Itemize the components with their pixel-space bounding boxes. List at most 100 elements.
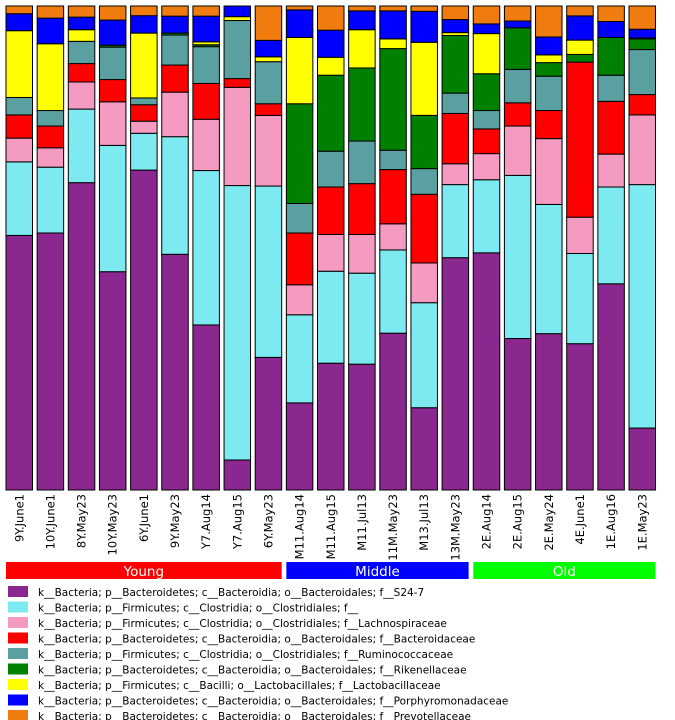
bar-segment-M11.Aug15-s3: [317, 186, 345, 235]
x-tick-label: 2E.Aug15: [511, 494, 525, 549]
bar-segment-6Y.May23-s3: [254, 103, 283, 116]
bar-segment-1E.May23-s8: [628, 5, 656, 30]
bar-segment-2E.May24-s2: [535, 138, 563, 205]
bar-segment-8Y.May23-s1: [67, 108, 96, 184]
x-tick-label: 10Y.June1: [43, 494, 57, 549]
bar-segment-2E.May24-s5: [535, 62, 563, 77]
bar-segment-1E.Aug16-s8: [597, 5, 625, 22]
bar-segment-13M.May23-s5: [441, 35, 470, 94]
bar-segment-10Y.June1-s0: [36, 232, 65, 491]
legend-swatch: [8, 679, 28, 690]
bar-segment-1E.Aug16-s2: [597, 153, 625, 188]
bar-segment-6Y.June1-s3: [130, 104, 158, 122]
bar-segment-2E.Aug15-s3: [503, 102, 532, 127]
x-tick-label: 1E.May23: [635, 494, 649, 551]
bar-segment-10Y.June1-s3: [36, 125, 65, 149]
bar-segment-9Y.May23-s4: [161, 34, 189, 66]
bar-segment-Y7.Aug14-s4: [192, 46, 220, 84]
bar-segment-10Y.June1-s4: [36, 110, 65, 127]
bar-segment-1E.Aug16-s7: [597, 20, 625, 38]
bar-segment-2E.Aug14-s1: [472, 179, 501, 254]
legend-entry-label: k__Bacteria; p__Bacteroidetes; c__Bacter…: [38, 587, 424, 599]
bar-segment-13M.May23-s2: [441, 163, 470, 186]
legend-entry-label: k__Bacteria; p__Firmicutes; c__Clostridi…: [38, 603, 359, 615]
bar-segment-1E.May23-s1: [628, 184, 656, 429]
bar-segment-M13.Jul13-s4: [410, 168, 438, 195]
bar-segment-10Y.June1-s7: [36, 17, 65, 45]
bar-segment-M13.Jul13-s7: [410, 10, 438, 43]
bar-segment-6Y.May23-s4: [254, 61, 283, 105]
bar-segment-2E.May24-s3: [535, 110, 563, 140]
bar-segment-6Y.June1-s0: [130, 169, 158, 491]
group-band-old: [473, 562, 656, 579]
bar-segment-M11.Aug14-s8: [285, 5, 314, 11]
bar-segment-4E.June1-s7: [566, 15, 594, 41]
x-tick-label: 8Y.May23: [75, 494, 89, 548]
bar-segment-M11.Aug14-s5: [285, 103, 314, 204]
bar-segment-Y7.Aug15-s7: [223, 5, 252, 18]
bar-segment-13M.May23-s3: [441, 112, 470, 165]
legend-swatch: [8, 663, 28, 675]
bar-segment-Y7.Aug14-s1: [192, 170, 220, 326]
legend-swatch: [8, 617, 28, 628]
bar-segment-9Y.June1-s0: [5, 234, 33, 491]
legend-entry-label: k__Bacteria; p__Firmicutes; c__Bacilli; …: [38, 680, 441, 692]
bar-segment-10Y.May23-s4: [98, 46, 127, 81]
bar-segment-6Y.June1-s7: [130, 15, 158, 34]
group-label-middle: Middle: [355, 564, 400, 580]
bar-segment-M11.Jul13-s0: [348, 363, 376, 491]
bar-segment-10Y.May23-s3: [98, 79, 127, 103]
bar-segment-8Y.May23-s8: [67, 5, 96, 18]
bar-segment-2E.Aug14-s3: [472, 128, 501, 155]
bar-segment-13M.May23-s1: [441, 184, 470, 259]
bar-segment-M11.Aug14-s7: [285, 9, 314, 38]
bar-segment-10Y.May23-s2: [98, 101, 127, 146]
legend-entry-label: k__Bacteria; p__Firmicutes; c__Clostridi…: [38, 618, 447, 630]
bar-segment-2E.May24-s4: [535, 75, 563, 112]
bar-segment-M11.Jul13-s4: [348, 140, 376, 185]
bar-segment-2E.Aug14-s5: [472, 73, 501, 112]
bar-segment-M11.Jul13-s7: [348, 10, 376, 31]
bar-segment-1E.Aug16-s3: [597, 100, 625, 155]
bar-segment-Y7.Aug15-s2: [223, 86, 252, 187]
bar-segment-1E.May23-s4: [628, 49, 656, 96]
legend-swatch: [8, 586, 28, 597]
bars-layer: [5, 5, 656, 491]
bar-segment-6Y.May23-s0: [254, 356, 283, 491]
legend-swatch: [8, 694, 28, 706]
bar-segment-11M.May23-s3: [379, 169, 407, 225]
x-tick-label: M11.Aug14: [293, 494, 307, 559]
bar-segment-2E.Aug15-s7: [503, 20, 532, 29]
bar-segment-4E.June1-s8: [566, 5, 594, 17]
bar-segment-8Y.May23-s2: [67, 81, 96, 110]
bar-segment-1E.Aug16-s4: [597, 74, 625, 102]
x-tick-label: 10Y.May23: [106, 494, 120, 555]
group-bands: Young Middle Old: [6, 562, 656, 580]
bar-segment-8Y.May23-s3: [67, 63, 96, 83]
bar-segment-9Y.June1-s6: [5, 30, 33, 98]
bar-segment-M11.Jul13-s8: [348, 5, 376, 12]
x-tick-label: 2E.May24: [542, 494, 556, 551]
bar-segment-10Y.June1-s1: [36, 166, 65, 234]
bar-segment-8Y.May23-s6: [67, 29, 96, 42]
legend-entry-label: k__Bacteria; p__Bacteroidetes; c__Bacter…: [38, 711, 471, 720]
bar-segment-M11.Jul13-s6: [348, 29, 376, 69]
bar-segment-6Y.May23-s7: [254, 39, 283, 58]
bar-segment-13M.May23-s0: [441, 257, 470, 491]
bar-segment-9Y.June1-s2: [5, 137, 33, 163]
bar-segment-4E.June1-s1: [566, 253, 594, 345]
bar-segment-1E.May23-s2: [628, 114, 656, 186]
bar-segment-2E.Aug15-s2: [503, 125, 532, 176]
bar-segment-6Y.June1-s6: [130, 32, 158, 99]
bar-segment-M11.Aug15-s5: [317, 74, 345, 152]
bar-segment-4E.June1-s6: [566, 39, 594, 55]
bar-segment-2E.Aug14-s6: [472, 33, 501, 75]
legend: k__Bacteria; p__Bacteroidetes; c__Bacter…: [8, 586, 508, 720]
bar-segment-2E.May24-s6: [535, 54, 563, 64]
bar-segment-10Y.June1-s8: [36, 5, 65, 19]
bar-segment-2E.Aug14-s4: [472, 110, 501, 130]
bar-segment-Y7.Aug15-s3: [223, 78, 252, 88]
bar-segment-8Y.May23-s0: [67, 182, 96, 491]
bar-segment-9Y.June1-s3: [5, 114, 33, 139]
bar-segment-M11.Aug15-s1: [317, 270, 345, 364]
